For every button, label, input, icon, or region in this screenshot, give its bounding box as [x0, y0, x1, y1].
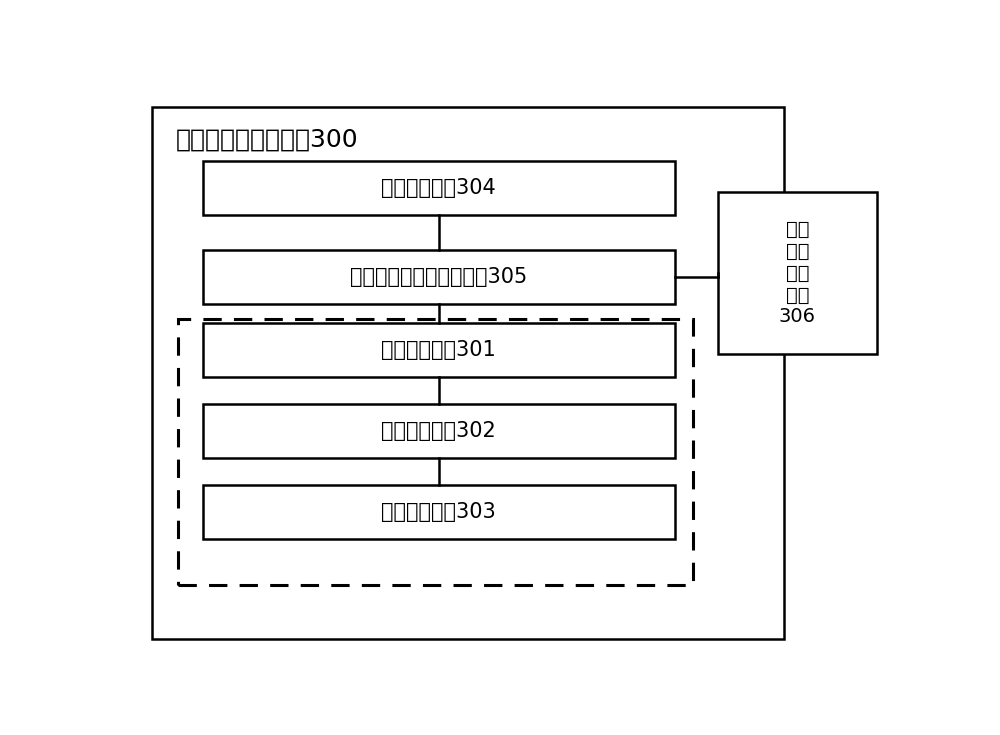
Bar	[202, 250, 675, 304]
Bar	[202, 162, 675, 215]
Text: 跨机房集群控制装置300: 跨机房集群控制装置300	[175, 128, 358, 152]
Bar	[202, 485, 675, 539]
Text: 网络共享模块304: 网络共享模块304	[382, 179, 496, 198]
Text: 存储
空间
处理
模块
306: 存储 空间 处理 模块 306	[779, 220, 816, 326]
Text: 机房确定模块302: 机房确定模块302	[382, 421, 496, 441]
Bar	[202, 404, 675, 458]
Bar	[152, 107, 784, 639]
Text: 任务接收模块301: 任务接收模块301	[382, 340, 496, 360]
Bar	[178, 319, 693, 585]
Text: 共享空间及计算资源模块305: 共享空间及计算资源模块305	[350, 267, 528, 287]
Bar	[202, 323, 675, 377]
Bar	[718, 192, 877, 354]
Text: 任务分配模块303: 任务分配模块303	[382, 502, 496, 522]
